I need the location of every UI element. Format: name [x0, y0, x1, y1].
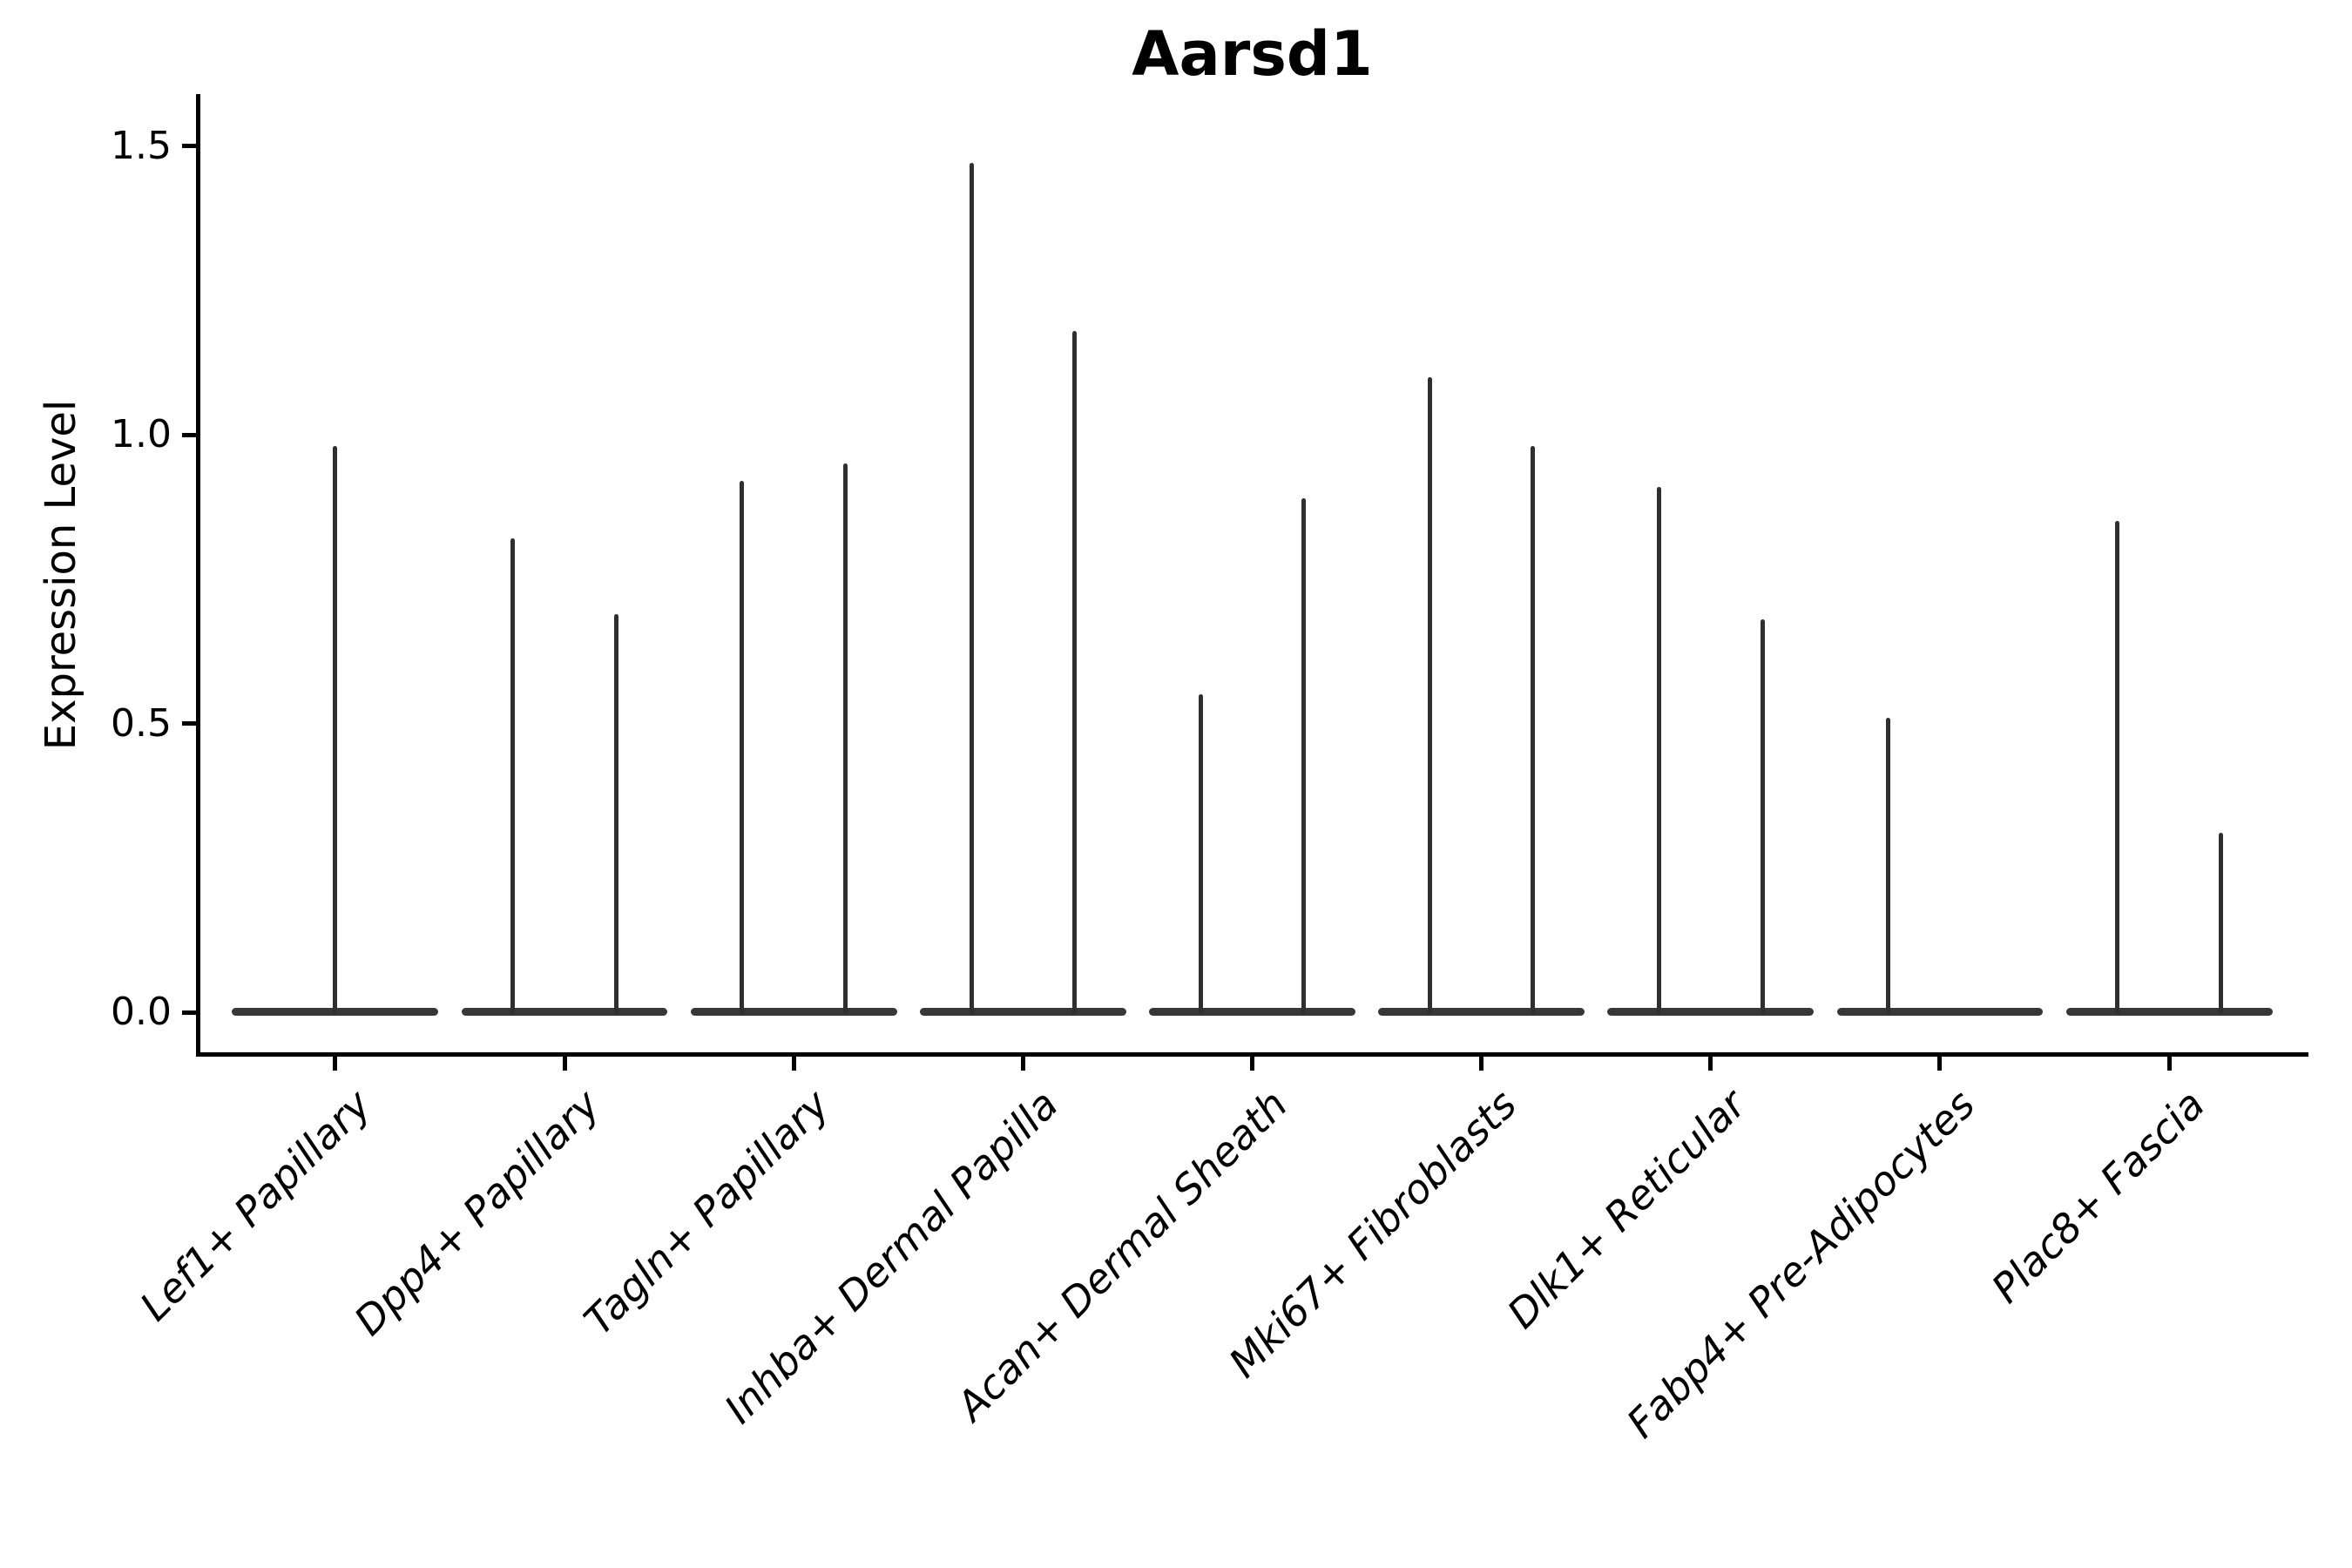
- violin-max-spike: [1657, 486, 1662, 1014]
- violin-max-spike: [333, 446, 338, 1014]
- x-tick-mark: [1708, 1054, 1713, 1071]
- y-tick-mark: [182, 1010, 198, 1015]
- violin-base: [1607, 1008, 1815, 1016]
- violin-max-spike: [969, 163, 974, 1014]
- violin-base: [690, 1008, 897, 1016]
- violin-max-spike: [1886, 717, 1891, 1014]
- x-tick-label: Dlk1+ Reticular: [1497, 1080, 1755, 1338]
- violin-max-spike: [1760, 619, 1765, 1014]
- y-tick-label: 1.0: [111, 412, 172, 456]
- y-tick-mark: [182, 432, 198, 437]
- y-tick-label: 0.5: [111, 700, 172, 746]
- violin-base: [2065, 1008, 2273, 1016]
- x-tick-mark: [791, 1054, 796, 1071]
- violin-max-spike: [1427, 376, 1432, 1014]
- x-tick-mark: [2166, 1054, 2172, 1071]
- y-axis-spine: [196, 94, 200, 1057]
- violin-max-spike: [1198, 694, 1203, 1014]
- violin-max-spike: [510, 538, 516, 1014]
- x-tick-mark: [1479, 1054, 1484, 1071]
- x-tick-label: Dpp4+ Papillary: [345, 1080, 609, 1345]
- violin-base: [919, 1008, 1126, 1016]
- y-tick-label: 0.0: [111, 990, 172, 1034]
- violin-max-spike: [1072, 330, 1078, 1014]
- violin-base: [1149, 1008, 1355, 1016]
- x-tick-label: Plac8+ Fascia: [1982, 1080, 2213, 1312]
- violin-max-spike: [2115, 521, 2120, 1014]
- violin-max-spike: [842, 463, 848, 1014]
- x-tick-mark: [1937, 1054, 1943, 1071]
- violin-base: [461, 1008, 668, 1016]
- y-tick-mark: [182, 721, 198, 726]
- violin-max-spike: [1531, 446, 1536, 1014]
- x-tick-mark: [1250, 1054, 1254, 1071]
- violin-base: [1836, 1008, 2044, 1016]
- y-tick-label: 1.5: [111, 123, 172, 168]
- x-tick-label: Tagln+ Papillary: [574, 1080, 838, 1344]
- x-tick-mark: [1020, 1054, 1025, 1071]
- violin-max-spike: [740, 481, 745, 1014]
- violin-max-spike: [2218, 833, 2223, 1014]
- x-tick-label: Lef1+ Papillary: [130, 1080, 380, 1330]
- violin-max-spike: [1301, 497, 1307, 1014]
- y-tick-mark: [182, 144, 198, 148]
- x-tick-mark: [562, 1054, 567, 1071]
- violin-base: [1378, 1008, 1585, 1016]
- violin-max-spike: [613, 613, 618, 1014]
- chart-title: Aarsd1: [1132, 18, 1373, 90]
- x-tick-mark: [333, 1054, 338, 1071]
